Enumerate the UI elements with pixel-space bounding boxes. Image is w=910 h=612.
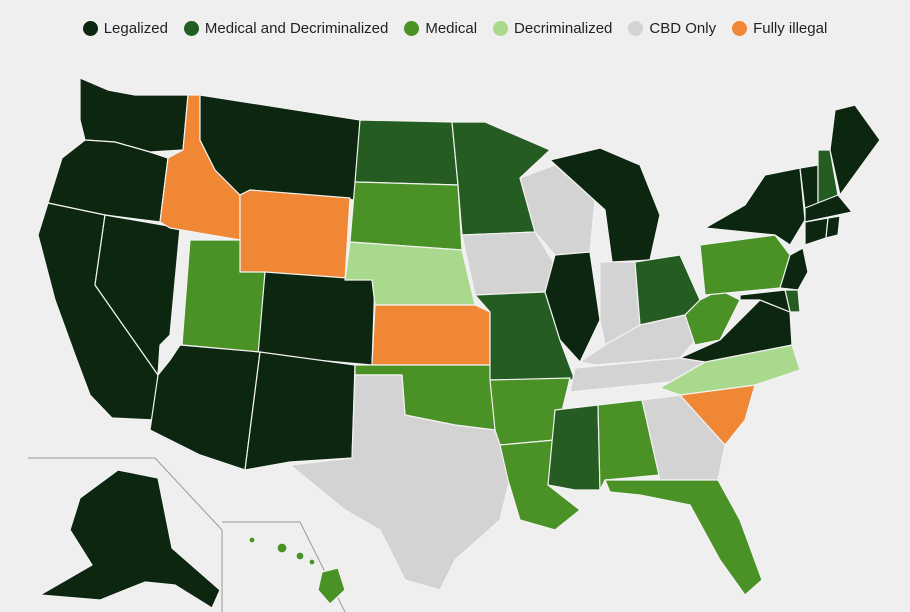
legend-item-legalized: Legalized	[82, 19, 168, 37]
state-AL[interactable]	[597, 399, 661, 491]
map-legend: Legalized Medical and Decriminalized Med…	[0, 0, 910, 56]
legend-swatch-cbd-only	[628, 20, 644, 36]
legend-swatch-medical-decriminalized	[183, 20, 199, 36]
legend-item-medical-decriminalized: Medical and Decriminalized	[183, 19, 389, 37]
state-AK[interactable]	[39, 469, 221, 609]
state-MI[interactable]	[549, 147, 661, 263]
state-WA[interactable]	[79, 77, 189, 153]
state-NM[interactable]	[244, 351, 356, 471]
legend-item-fully-illegal: Fully illegal	[732, 20, 827, 37]
state-AZ[interactable]	[149, 344, 261, 471]
state-HI-islet-4	[248, 536, 256, 544]
legend-label-medical: Medical	[425, 19, 478, 37]
legend-label-medical-decriminalized: Medical and Decriminalized	[204, 19, 389, 37]
alaska-inset-frame	[28, 457, 223, 612]
state-HI-islet-1	[276, 542, 288, 554]
state-HI-islet-2	[295, 551, 305, 561]
legend-swatch-legalized	[82, 20, 98, 36]
state-MA[interactable]	[804, 194, 853, 223]
legend-item-decriminalized: Decriminalized	[493, 20, 612, 37]
state-CT[interactable]	[804, 217, 829, 246]
legend-label-cbd-only: CBD Only	[649, 19, 717, 37]
state-MS[interactable]	[547, 404, 601, 491]
legend-label-legalized: Legalized	[103, 19, 168, 37]
state-NJ[interactable]	[779, 247, 809, 291]
legend-swatch-medical	[404, 20, 420, 36]
legend-label-fully-illegal: Fully illegal	[753, 19, 828, 37]
state-SD[interactable]	[349, 181, 463, 251]
state-MD[interactable]	[739, 289, 791, 313]
state-KS[interactable]	[371, 304, 491, 366]
state-HI[interactable]	[317, 567, 346, 605]
state-IA[interactable]	[461, 231, 556, 296]
state-RI[interactable]	[825, 215, 841, 239]
state-NY[interactable]	[704, 167, 806, 246]
legend-swatch-fully-illegal	[732, 20, 748, 36]
state-WY[interactable]	[239, 189, 351, 281]
state-ME[interactable]	[829, 104, 881, 196]
legend-label-decriminalized: Decriminalized	[514, 19, 613, 37]
legend-swatch-decriminalized	[493, 20, 509, 36]
legend-item-cbd-only: CBD Only	[628, 20, 716, 37]
state-HI-islet-3	[308, 558, 316, 566]
state-ND[interactable]	[354, 119, 459, 186]
legend-item-medical: Medical	[404, 20, 477, 37]
state-TX[interactable]	[289, 374, 513, 591]
state-FL[interactable]	[604, 479, 763, 596]
state-PA[interactable]	[699, 234, 791, 296]
state-GA[interactable]	[641, 394, 726, 481]
state-CO[interactable]	[257, 271, 376, 366]
